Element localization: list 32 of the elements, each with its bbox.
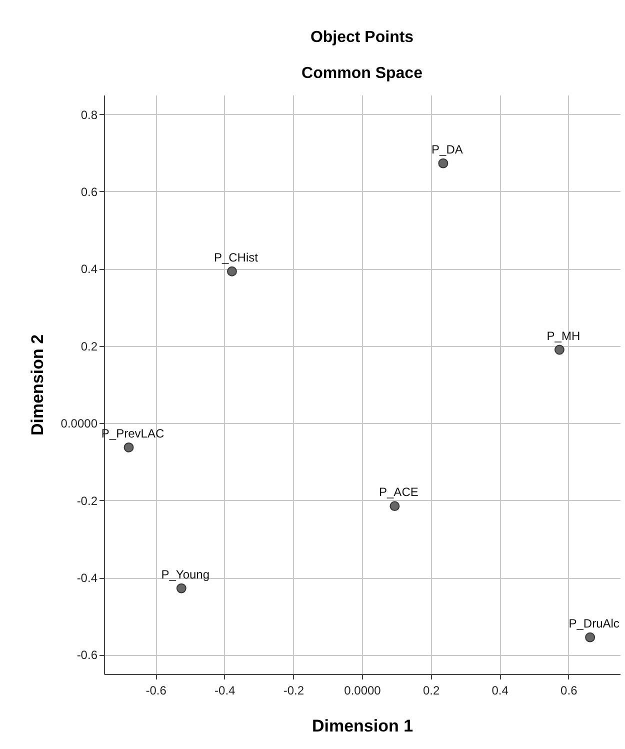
x-axis-title: Dimension 1: [312, 716, 414, 736]
x-tick-label: 0.4: [492, 684, 509, 698]
point: [390, 501, 400, 512]
y-axis-title: Dimension 2: [28, 334, 47, 436]
x-tick-label: 0.2: [422, 684, 440, 698]
y-tick-label: -0.2: [76, 494, 98, 508]
y-tick-label: -0.6: [76, 648, 98, 662]
point: [585, 632, 596, 642]
y-tick-label: 0.2: [80, 339, 98, 354]
y-tick-label: 0.4: [80, 262, 98, 276]
x-tick-label: -0.6: [146, 684, 167, 698]
x-tick-label: 0.6: [560, 684, 578, 698]
annotation: P_CHist: [214, 250, 259, 264]
point: [226, 266, 237, 276]
point: [176, 583, 186, 594]
point: [124, 442, 134, 452]
annotation: P_Young: [161, 567, 210, 582]
y-tick-label: 0.8: [80, 108, 98, 122]
point: [438, 158, 448, 168]
annotation: P_DruAlc: [568, 616, 620, 630]
annotation: P_DA: [432, 142, 463, 156]
x-tick-label: -0.4: [214, 684, 236, 698]
y-tick-label: -0.4: [76, 571, 98, 585]
y-tick-label: 0.6: [80, 185, 98, 199]
point: [554, 344, 564, 355]
chart-title: Object Points: [310, 29, 414, 46]
y-tick-label: 0.0000: [60, 416, 98, 431]
x-tick-label: 0.0000: [344, 684, 382, 698]
chart-subtitle: Common Space: [302, 65, 423, 82]
annotation: P_MH: [546, 328, 580, 343]
x-tick-label: -0.2: [283, 684, 304, 698]
annotation: P_ACE: [379, 485, 418, 500]
